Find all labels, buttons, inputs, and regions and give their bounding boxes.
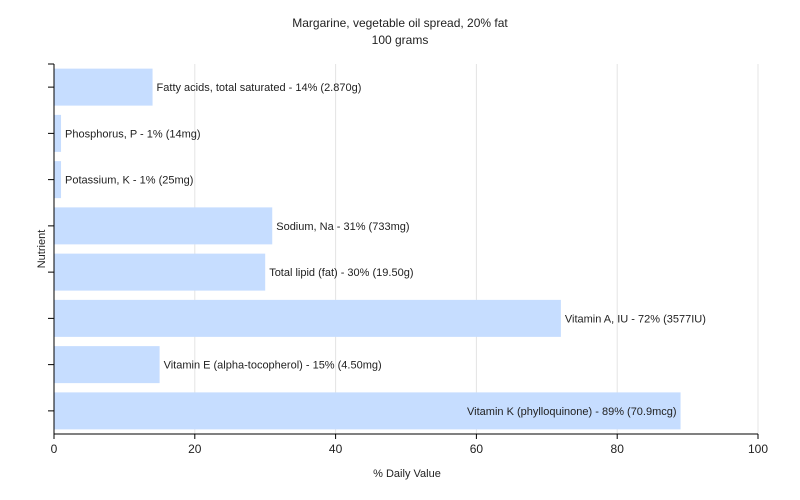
bars: Fatty acids, total saturated - 14% (2.87… (54, 68, 706, 430)
bar-label: Fatty acids, total saturated - 14% (2.87… (157, 82, 362, 94)
bar-label: Vitamin E (alpha-tocopherol) - 15% (4.50… (164, 360, 382, 372)
bar (54, 253, 266, 291)
bar-label: Phosphorus, P - 1% (14mg) (65, 128, 201, 140)
bar (54, 392, 681, 430)
bar (54, 299, 561, 337)
bar-label: Potassium, K - 1% (25mg) (65, 175, 193, 187)
chart-title: Margarine, vegetable oil spread, 20% fat (292, 16, 508, 30)
x-tick-label: 0 (51, 442, 58, 456)
y-axis-title: Nutrient (36, 230, 48, 269)
bar-label: Vitamin A, IU - 72% (3577IU) (565, 313, 706, 325)
bar (54, 346, 160, 384)
x-axis-title: % Daily Value (373, 468, 441, 480)
x-tick-label: 20 (188, 442, 202, 456)
bar (54, 207, 273, 245)
bar (54, 161, 62, 199)
bar (54, 68, 153, 106)
x-tick-label: 60 (470, 442, 484, 456)
x-tick-label: 100 (748, 442, 768, 456)
bar-label: Vitamin K (phylloquinone) - 89% (70.9mcg… (467, 406, 677, 418)
x-tick-label: 40 (329, 442, 343, 456)
bar-label: Total lipid (fat) - 30% (19.50g) (269, 267, 413, 279)
axes: 0 20 40 60 80 100 (48, 63, 768, 456)
bar (54, 114, 62, 152)
x-tick-label: 80 (611, 442, 625, 456)
bar-label: Sodium, Na - 31% (733mg) (276, 221, 409, 233)
grid (194, 64, 759, 434)
chart-subtitle: 100 grams (372, 33, 429, 47)
